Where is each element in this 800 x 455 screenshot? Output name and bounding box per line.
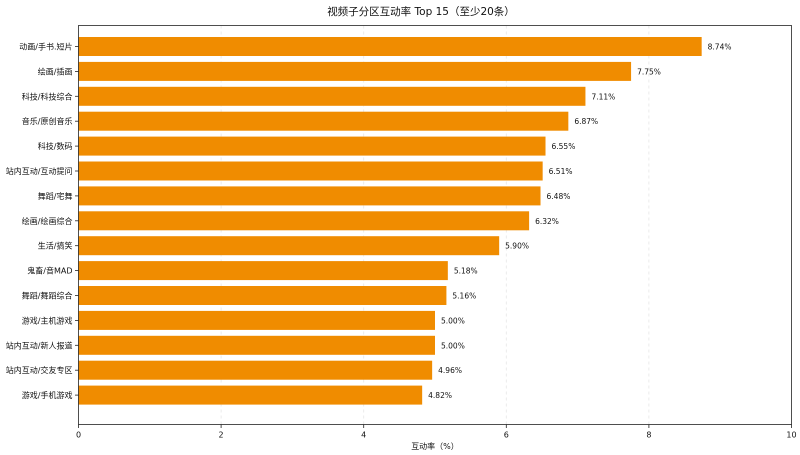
bar: [78, 261, 448, 281]
value-labels: 8.74% 7.75% 7.11% 6.87% 6.55% 6.51% 6.48% 6.32%…: [428, 43, 731, 401]
bar: [78, 161, 543, 181]
category-label: 动画/手书.短片: [19, 42, 72, 52]
value-label: 6.48%: [547, 192, 571, 201]
bar: [78, 186, 541, 206]
value-label: 4.96%: [438, 366, 462, 375]
category-label: 游戏/手机游戏: [22, 390, 73, 400]
category-label: 站内互动/新人报道: [6, 340, 73, 350]
x-tick-label: 8: [646, 431, 651, 440]
bar: [78, 86, 586, 106]
category-label: 音乐/原创音乐: [22, 116, 73, 126]
value-label: 7.11%: [591, 92, 615, 101]
bar: [78, 286, 447, 305]
category-label: 生活/搞笑: [38, 241, 73, 251]
bar: [78, 385, 423, 405]
bar: [78, 111, 569, 131]
category-label: 游戏/主机游戏: [22, 315, 73, 325]
category-label: 科技/科技综合: [22, 91, 73, 101]
category-label: 绘画/绘画综合: [22, 216, 73, 226]
value-label: 8.74%: [708, 43, 732, 52]
category-label: 鬼畜/音MAD: [27, 266, 72, 276]
x-tick-label: 6: [504, 431, 509, 440]
value-label: 6.51%: [549, 167, 573, 176]
value-label: 6.87%: [574, 117, 598, 126]
x-tick-label: 10: [786, 431, 796, 440]
value-label: 7.75%: [637, 67, 661, 76]
bar: [78, 136, 546, 156]
x-axis-ticks: 0 2 4 6 8 10: [75, 46, 797, 440]
category-label: 科技/数码: [38, 141, 73, 151]
value-label: 6.32%: [535, 217, 559, 226]
bars: [78, 37, 702, 405]
value-label: 5.00%: [441, 341, 465, 350]
category-label: 舞蹈/宅舞: [38, 191, 73, 201]
bar: [78, 310, 435, 330]
bar: [78, 236, 500, 256]
category-label: 绘画/插画: [38, 66, 73, 76]
plot-frame: [78, 25, 792, 425]
bar: [78, 211, 530, 231]
bar: [78, 61, 632, 81]
value-label: 5.18%: [454, 267, 478, 276]
bar: [78, 360, 433, 380]
value-label: 5.16%: [452, 292, 476, 301]
bar: [78, 335, 435, 355]
value-label: 6.55%: [552, 142, 576, 151]
category-label: 站内互动/交友专区: [6, 365, 73, 375]
x-tick-label: 0: [76, 431, 81, 440]
x-tick-label: 2: [219, 431, 224, 440]
chart-title: 视频子分区互动率 Top 15（至少20条）: [327, 5, 515, 18]
category-labels: 动画/手书.短片绘画/插画科技/科技综合音乐/原创音乐科技/数码站内互动/互动提…: [6, 42, 73, 401]
x-axis-title: 互动率（%）: [411, 441, 459, 451]
category-label: 舞蹈/舞蹈综合: [22, 291, 73, 301]
value-label: 4.82%: [428, 391, 452, 400]
category-label: 站内互动/互动提问: [6, 166, 73, 176]
value-label: 5.90%: [505, 242, 529, 251]
bar: [78, 37, 702, 56]
x-tick-label: 4: [361, 431, 366, 440]
value-label: 5.00%: [441, 316, 465, 325]
